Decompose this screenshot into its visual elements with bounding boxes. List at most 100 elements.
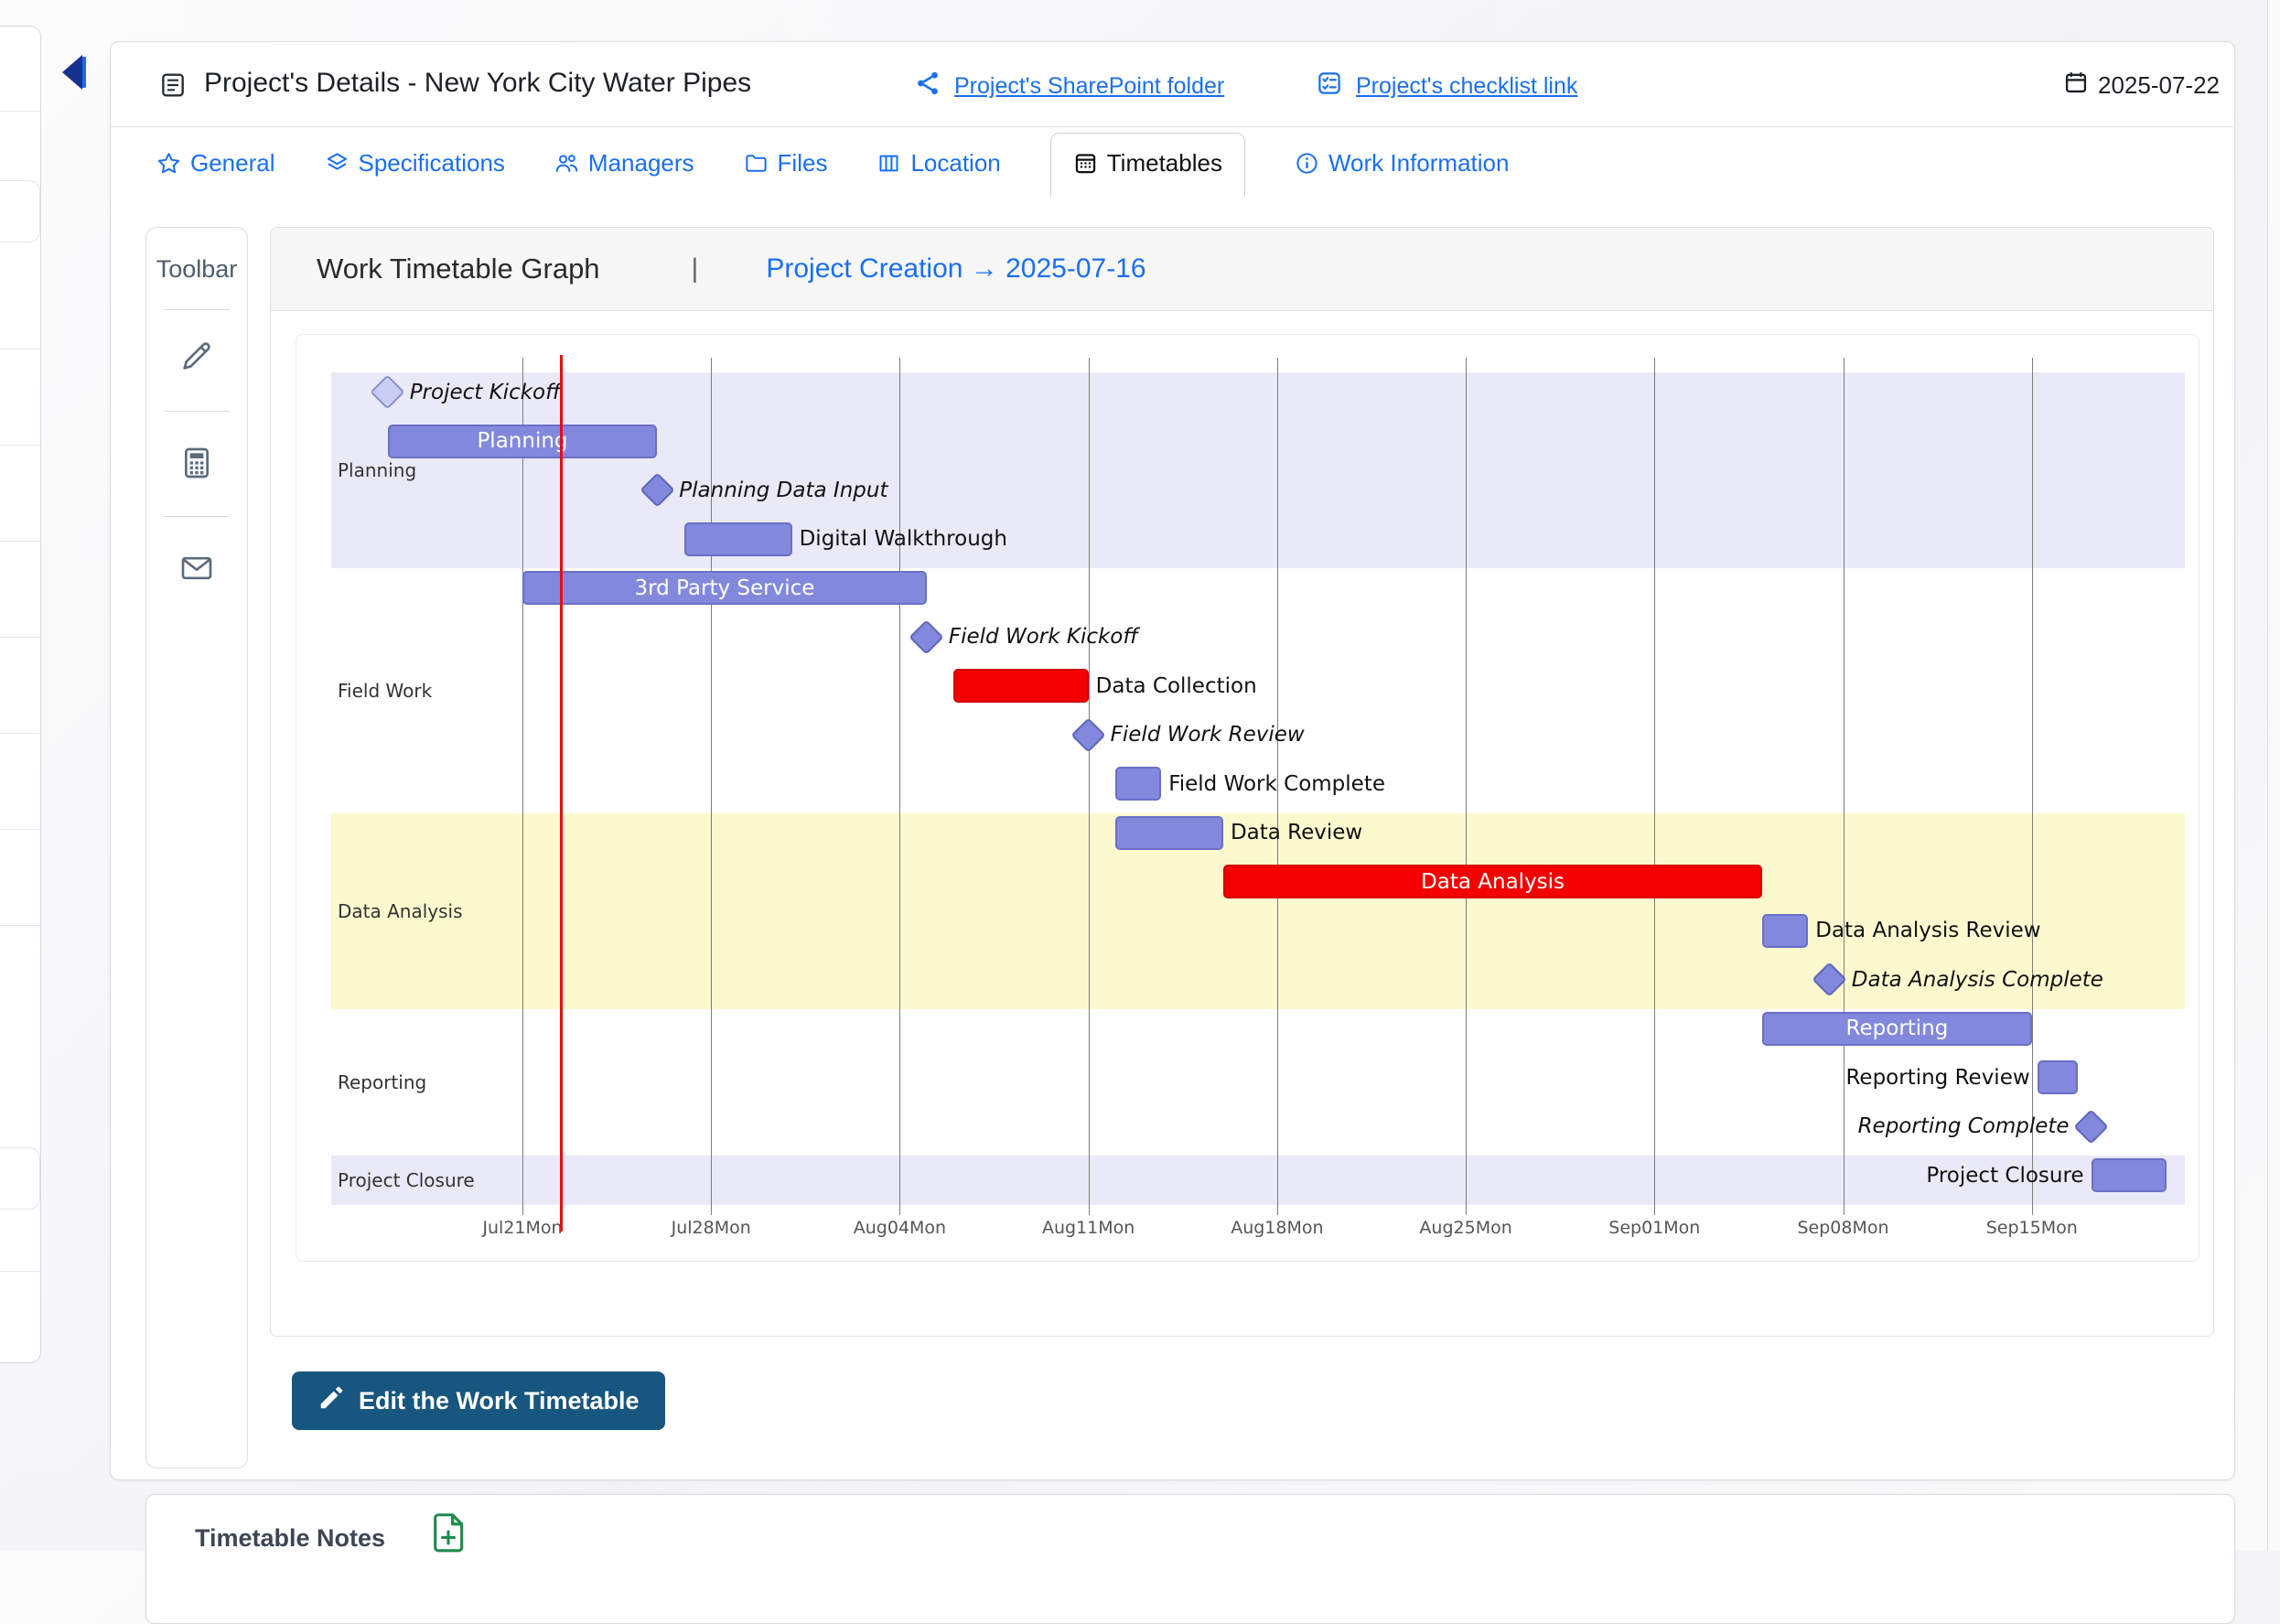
calendar-icon — [2063, 70, 2089, 102]
tab-location[interactable]: Location — [877, 149, 1001, 196]
sidebar-divider — [0, 733, 40, 734]
gantt-range-link[interactable]: Project Creation → 2025-07-16 — [766, 253, 1146, 284]
tab-managers[interactable]: Managers — [554, 149, 694, 196]
tab-label: Timetables — [1106, 149, 1222, 177]
gantt-milestone-label: Project Kickoff — [409, 380, 561, 404]
gantt-gridline — [711, 358, 713, 1215]
gantt-axis-label: Sep08Mon — [1797, 1218, 1889, 1238]
current-date: 2025-07-22 — [2063, 70, 2220, 102]
checklist-link-group: Project's checklist link — [1316, 70, 1577, 103]
gantt-section-band — [331, 372, 2185, 568]
sharepoint-link[interactable]: Project's SharePoint folder — [954, 73, 1225, 99]
document-icon — [158, 70, 188, 104]
toolbar-divider — [164, 309, 230, 310]
tab-label: Files — [777, 149, 828, 177]
sidebar-divider — [0, 829, 40, 830]
gantt-today-line — [560, 355, 564, 1231]
collapse-sidebar-button[interactable] — [60, 55, 86, 90]
gantt-gridline — [1276, 358, 1278, 1215]
tab-specifications[interactable]: Specifications — [325, 149, 505, 196]
gantt-milestone-label: Planning Data Input — [679, 478, 888, 502]
sidebar-divider — [0, 1271, 40, 1272]
gantt-milestone-label: Field Work Review — [1110, 723, 1305, 747]
gantt-gridline — [2031, 358, 2033, 1215]
gantt-milestone-label: Reporting Complete — [1857, 1114, 2070, 1138]
gantt-milestone-label: Field Work Kickoff — [948, 625, 1138, 649]
gantt-task-label: Data Review — [1230, 821, 1363, 844]
sidebar-sliver — [0, 26, 41, 1363]
sidebar-divider — [0, 541, 40, 542]
mail-tool-button[interactable] — [146, 550, 247, 591]
gantt-task-label: Data Collection — [1095, 673, 1257, 698]
calculator-icon — [178, 445, 215, 486]
gantt-task-label: 3rd Party Service — [634, 575, 815, 600]
edit-timetable-button[interactable]: Edit the Work Timetable — [292, 1371, 665, 1430]
sidebar-item-partial — [0, 1147, 40, 1210]
pencil-icon — [317, 1384, 345, 1418]
gantt-header: Work Timetable Graph | Project Creation … — [271, 228, 2213, 311]
gantt-chart: Planning Field Work Data Analysis Reporting… — [296, 334, 2199, 1262]
gantt-axis-label: Aug25Mon — [1419, 1218, 1512, 1238]
gantt-gridline — [522, 358, 523, 1215]
checklist-link[interactable]: Project's checklist link — [1356, 73, 1578, 99]
project-details-card: Project's Details - New York City Water … — [110, 41, 2235, 1480]
gantt-task-bar — [953, 669, 1089, 703]
gantt-task-bar — [1115, 767, 1162, 801]
gantt-task-label: Planning — [477, 429, 568, 453]
pencil-icon — [178, 338, 215, 379]
gantt-axis-label: Jul21Mon — [482, 1218, 563, 1238]
gantt-task-label: Reporting — [1845, 1016, 1949, 1040]
gantt-task-bar — [683, 522, 792, 556]
gantt-task-label: Data Analysis — [1421, 869, 1565, 894]
add-note-button[interactable] — [428, 1510, 468, 1560]
gantt-task-bar — [1115, 815, 1223, 850]
gantt-axis-label: Aug04Mon — [853, 1218, 947, 1238]
gantt-task-bar — [2091, 1158, 2167, 1192]
gantt-task-label: Reporting Review — [1845, 1065, 2030, 1090]
gantt-category-label: Reporting — [338, 1070, 427, 1093]
tab-label: General — [190, 149, 275, 177]
gantt-title: Work Timetable Graph — [317, 253, 600, 285]
gantt-gridline — [1654, 358, 1656, 1215]
gantt-task-bar — [2037, 1060, 2078, 1094]
gantt-milestone-label: Data Analysis Complete — [1851, 967, 2103, 992]
gantt-task-bar: Planning — [387, 424, 658, 458]
gantt-panel: Work Timetable Graph | Project Creation … — [270, 227, 2214, 1337]
gantt-gridline — [1466, 358, 1468, 1215]
sidebar-divider — [0, 637, 40, 638]
gantt-task-label: Data Analysis Review — [1815, 919, 2041, 942]
window-scrollbar[interactable] — [2267, 0, 2280, 1551]
sharepoint-link-group: Project's SharePoint folder — [914, 70, 1224, 103]
gantt-gridline — [1088, 358, 1090, 1215]
gantt-gridline — [899, 358, 901, 1215]
tab-work-information[interactable]: Work Information — [1295, 149, 1509, 196]
edit-tool-button[interactable] — [146, 338, 247, 379]
tab-bar: General Specifications Managers Files Lo… — [111, 126, 2234, 197]
calculator-tool-button[interactable] — [146, 445, 247, 486]
collapse-accent — [81, 57, 86, 88]
gantt-axis-label: Aug11Mon — [1041, 1218, 1135, 1238]
gantt-axis-label: Sep15Mon — [1985, 1218, 2078, 1238]
tab-files[interactable]: Files — [744, 149, 828, 196]
gantt-axis-label: Jul28Mon — [671, 1218, 751, 1238]
gantt-task-bar: 3rd Party Service — [522, 571, 927, 605]
sidebar-divider — [0, 349, 40, 350]
share-icon — [914, 70, 941, 103]
header-row: Project's Details - New York City Water … — [111, 42, 2234, 127]
gantt-axis-label: Aug18Mon — [1231, 1218, 1324, 1238]
gantt-separator: | — [691, 253, 699, 284]
tab-label: Work Information — [1328, 149, 1510, 177]
gantt-task-label: Field Work Complete — [1168, 771, 1385, 796]
tab-general[interactable]: General — [156, 149, 275, 196]
gantt-category-label: Project Closure — [338, 1168, 475, 1191]
tab-label: Managers — [587, 149, 694, 177]
gantt-axis-label: Sep01Mon — [1608, 1218, 1701, 1238]
sidebar-divider — [0, 445, 40, 446]
gantt-task-bar — [1762, 913, 1809, 948]
triangle-left-icon — [62, 55, 82, 90]
tab-label: Location — [910, 149, 1001, 177]
timetable-notes-card: Timetable Notes — [145, 1494, 2235, 1624]
tab-timetables[interactable]: Timetables — [1049, 133, 1245, 197]
file-plus-icon — [428, 1513, 468, 1559]
